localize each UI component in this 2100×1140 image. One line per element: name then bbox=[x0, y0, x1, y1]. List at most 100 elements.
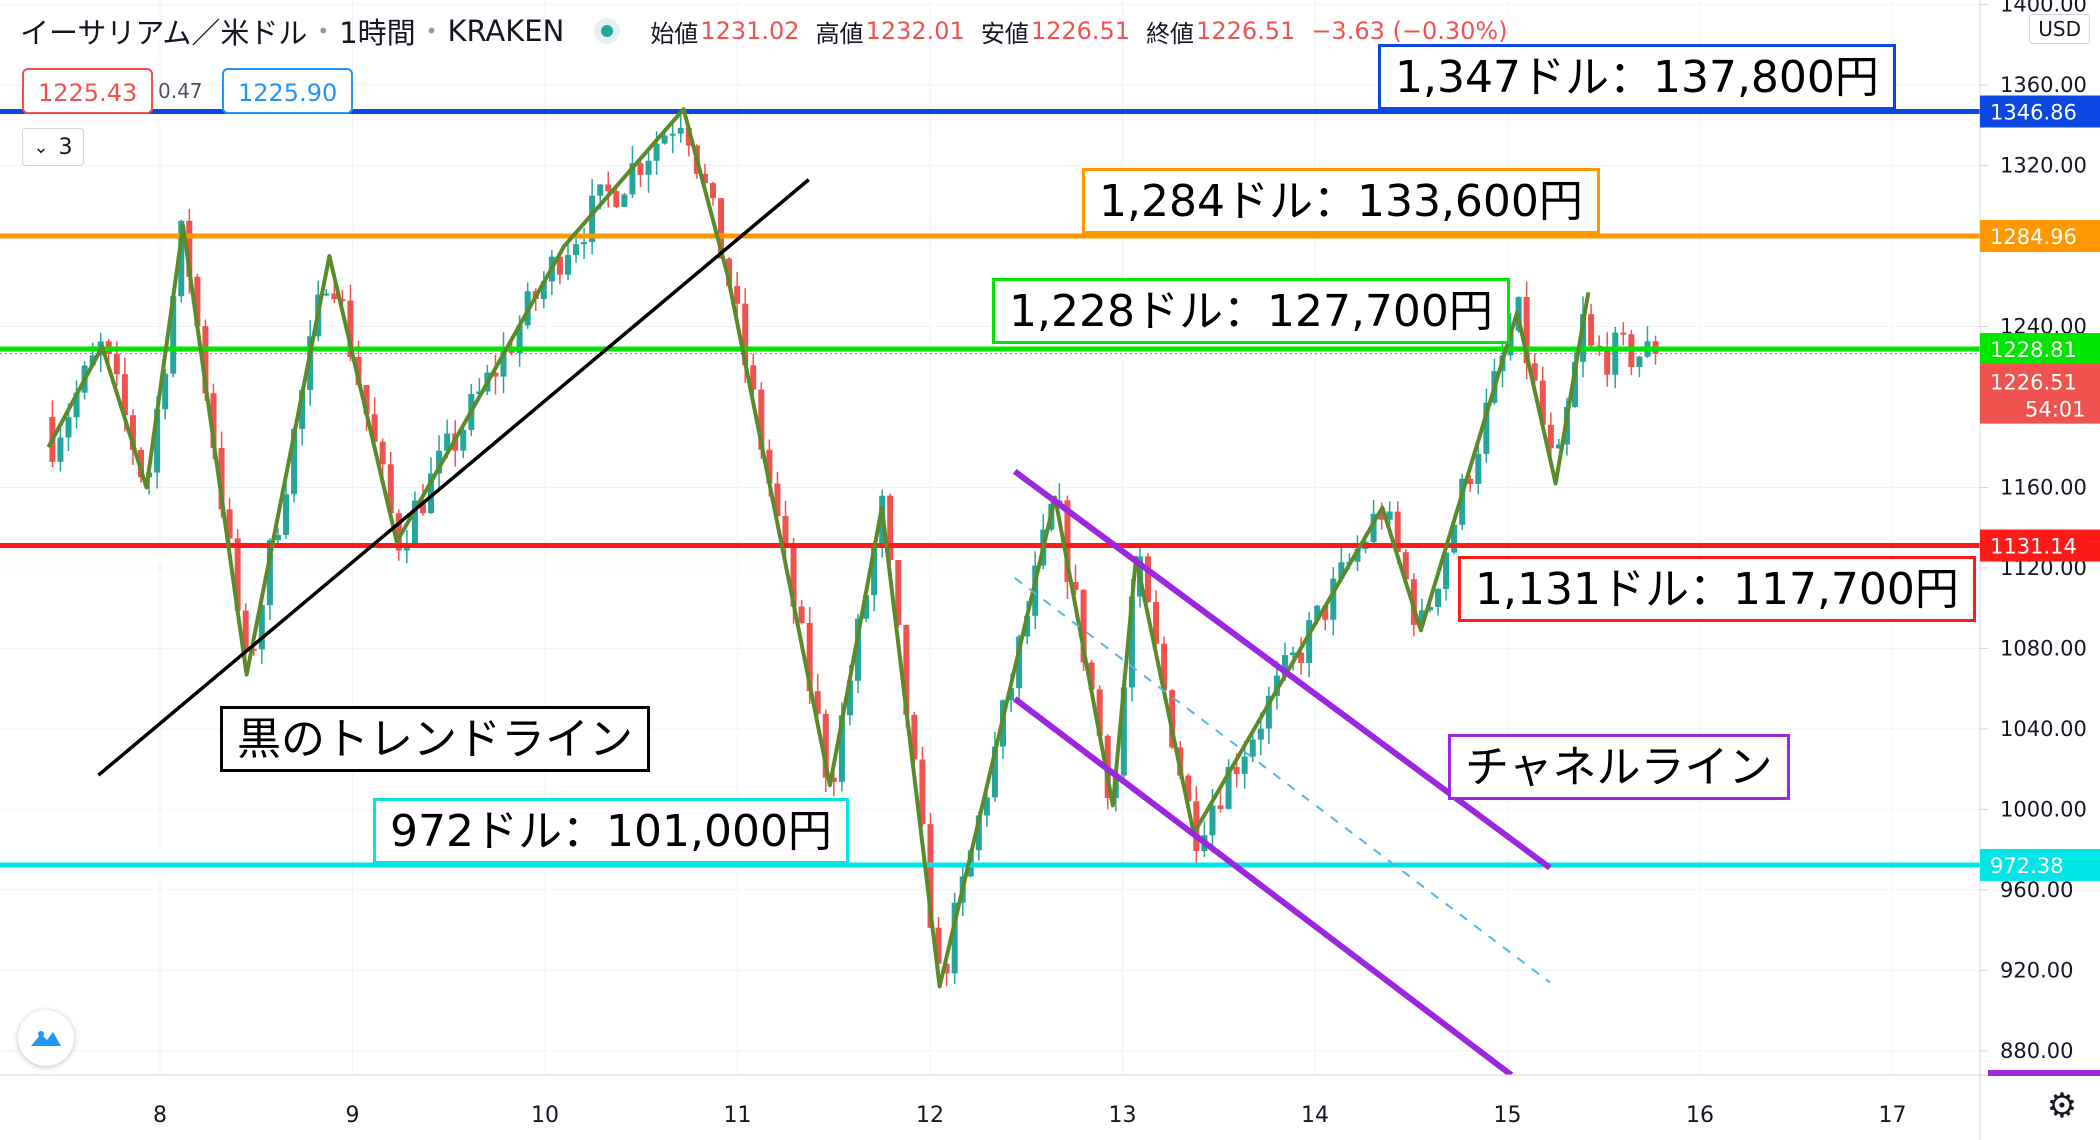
candle-body bbox=[387, 464, 394, 514]
candle-body bbox=[830, 777, 837, 782]
candle-body bbox=[1217, 805, 1224, 809]
symbol-header: イーサリアム／米ドル • 1時間 • KRAKEN 始値 1231.02 高値 12… bbox=[20, 10, 1508, 52]
candle-body bbox=[782, 516, 789, 547]
candle-body bbox=[758, 389, 765, 450]
candle-body bbox=[887, 495, 894, 561]
candle-body bbox=[1418, 610, 1425, 625]
candle-body bbox=[629, 163, 636, 195]
candle-body bbox=[597, 184, 604, 196]
indicator-toggle-button[interactable]: ⌄ 3 bbox=[22, 128, 84, 166]
candle-body bbox=[540, 281, 547, 300]
indicator-count: 3 bbox=[58, 134, 73, 160]
low-value: 1226.51 bbox=[1030, 17, 1131, 45]
y-tick-label: 960.00 bbox=[2000, 878, 2073, 902]
open-value: 1231.02 bbox=[700, 17, 800, 45]
candle-body bbox=[1241, 756, 1248, 774]
close-value: 1226.51 bbox=[1196, 17, 1296, 45]
candle-body bbox=[605, 184, 612, 192]
candle-body bbox=[218, 448, 225, 510]
candle-body bbox=[1064, 500, 1071, 582]
candle-body bbox=[379, 441, 386, 465]
gear-icon[interactable]: ⚙ bbox=[2046, 1086, 2078, 1126]
candle-body bbox=[371, 414, 378, 442]
candle-body bbox=[1620, 332, 1627, 335]
candle-body bbox=[500, 348, 507, 377]
candle-body bbox=[927, 824, 934, 928]
buy-price-button[interactable]: 1225.90 bbox=[222, 68, 354, 114]
low-label: 安値 bbox=[980, 19, 1029, 48]
level-axis-label: 972.38 bbox=[1990, 854, 2063, 878]
candle-body bbox=[154, 409, 161, 473]
candle-body bbox=[1273, 675, 1280, 696]
candle-body bbox=[65, 417, 72, 438]
candle-body bbox=[911, 714, 918, 760]
candle-body bbox=[1088, 662, 1095, 690]
zigzag-line bbox=[46, 107, 1591, 989]
candle-body bbox=[943, 963, 950, 974]
candle-body bbox=[1547, 424, 1554, 449]
header-separator: • bbox=[317, 19, 330, 43]
candle-body bbox=[564, 254, 571, 275]
candle-body bbox=[226, 509, 233, 539]
symbol-name[interactable]: イーサリアム／米ドル bbox=[20, 16, 308, 50]
candle-body bbox=[1483, 402, 1490, 454]
candle-body bbox=[895, 560, 902, 625]
last-price-label: 1226.51 bbox=[1990, 371, 2077, 395]
candle-body bbox=[1370, 513, 1377, 542]
bar-countdown-label: 54:01 bbox=[2025, 398, 2086, 422]
candle-body bbox=[1290, 652, 1297, 656]
high-label: 高値 bbox=[815, 19, 864, 48]
candle-body bbox=[1378, 513, 1385, 520]
candle-body bbox=[1306, 620, 1313, 663]
interval-label[interactable]: 1時間 bbox=[339, 16, 416, 50]
candle-body bbox=[1314, 605, 1321, 621]
candle-body bbox=[516, 325, 523, 353]
candle-body bbox=[476, 391, 483, 395]
candle-body bbox=[1555, 444, 1562, 449]
level-axis-label: 1228.81 bbox=[1990, 338, 2077, 362]
level-axis-tag bbox=[1980, 220, 2100, 253]
candle-body bbox=[1330, 578, 1337, 620]
tradingview-logo-icon[interactable] bbox=[18, 1010, 74, 1066]
candle-body bbox=[170, 296, 177, 374]
currency-label[interactable]: USD bbox=[2029, 14, 2090, 44]
candle-body bbox=[661, 135, 668, 144]
y-tick-label: 880.00 bbox=[2000, 1039, 2073, 1063]
candle-body bbox=[613, 191, 620, 207]
candle-body bbox=[1354, 548, 1361, 562]
candle-body bbox=[709, 183, 716, 199]
candle-body bbox=[573, 244, 580, 255]
candle-body bbox=[250, 648, 257, 651]
candle-body bbox=[210, 393, 217, 449]
candle-body bbox=[242, 610, 249, 649]
candle-body bbox=[581, 242, 588, 245]
candle-body bbox=[822, 713, 829, 778]
level-axis-tag bbox=[1980, 529, 2100, 562]
candle-body bbox=[1024, 615, 1031, 637]
x-tick-label: 11 bbox=[724, 1103, 752, 1128]
candle-body bbox=[444, 433, 451, 451]
candle-body bbox=[1080, 589, 1087, 663]
candle-body bbox=[1338, 562, 1345, 579]
candle-body bbox=[991, 746, 998, 798]
trendline-annotation: 黒のトレンドライン bbox=[220, 706, 650, 772]
level-axis-tag bbox=[1980, 333, 2100, 366]
chevron-down-icon: ⌄ bbox=[33, 136, 49, 158]
candle-body bbox=[331, 293, 338, 300]
sell-price-button[interactable]: 1225.43 bbox=[22, 68, 154, 114]
candle-body bbox=[806, 622, 813, 692]
x-tick-label: 13 bbox=[1109, 1103, 1137, 1128]
candle-body bbox=[395, 513, 402, 551]
candle-body bbox=[1588, 314, 1595, 346]
y-tick-label: 1000.00 bbox=[2000, 797, 2087, 821]
candle-body bbox=[1257, 728, 1264, 740]
candle-body bbox=[742, 303, 749, 366]
candle-body bbox=[1225, 766, 1232, 809]
candle-body bbox=[1580, 314, 1587, 362]
candle-body bbox=[1249, 739, 1256, 757]
candle-body bbox=[1443, 552, 1450, 589]
candle-body bbox=[854, 618, 861, 681]
candle-body bbox=[1467, 478, 1474, 484]
level-annotation-1228: 1,228ドル：127,700円 bbox=[992, 278, 1510, 344]
